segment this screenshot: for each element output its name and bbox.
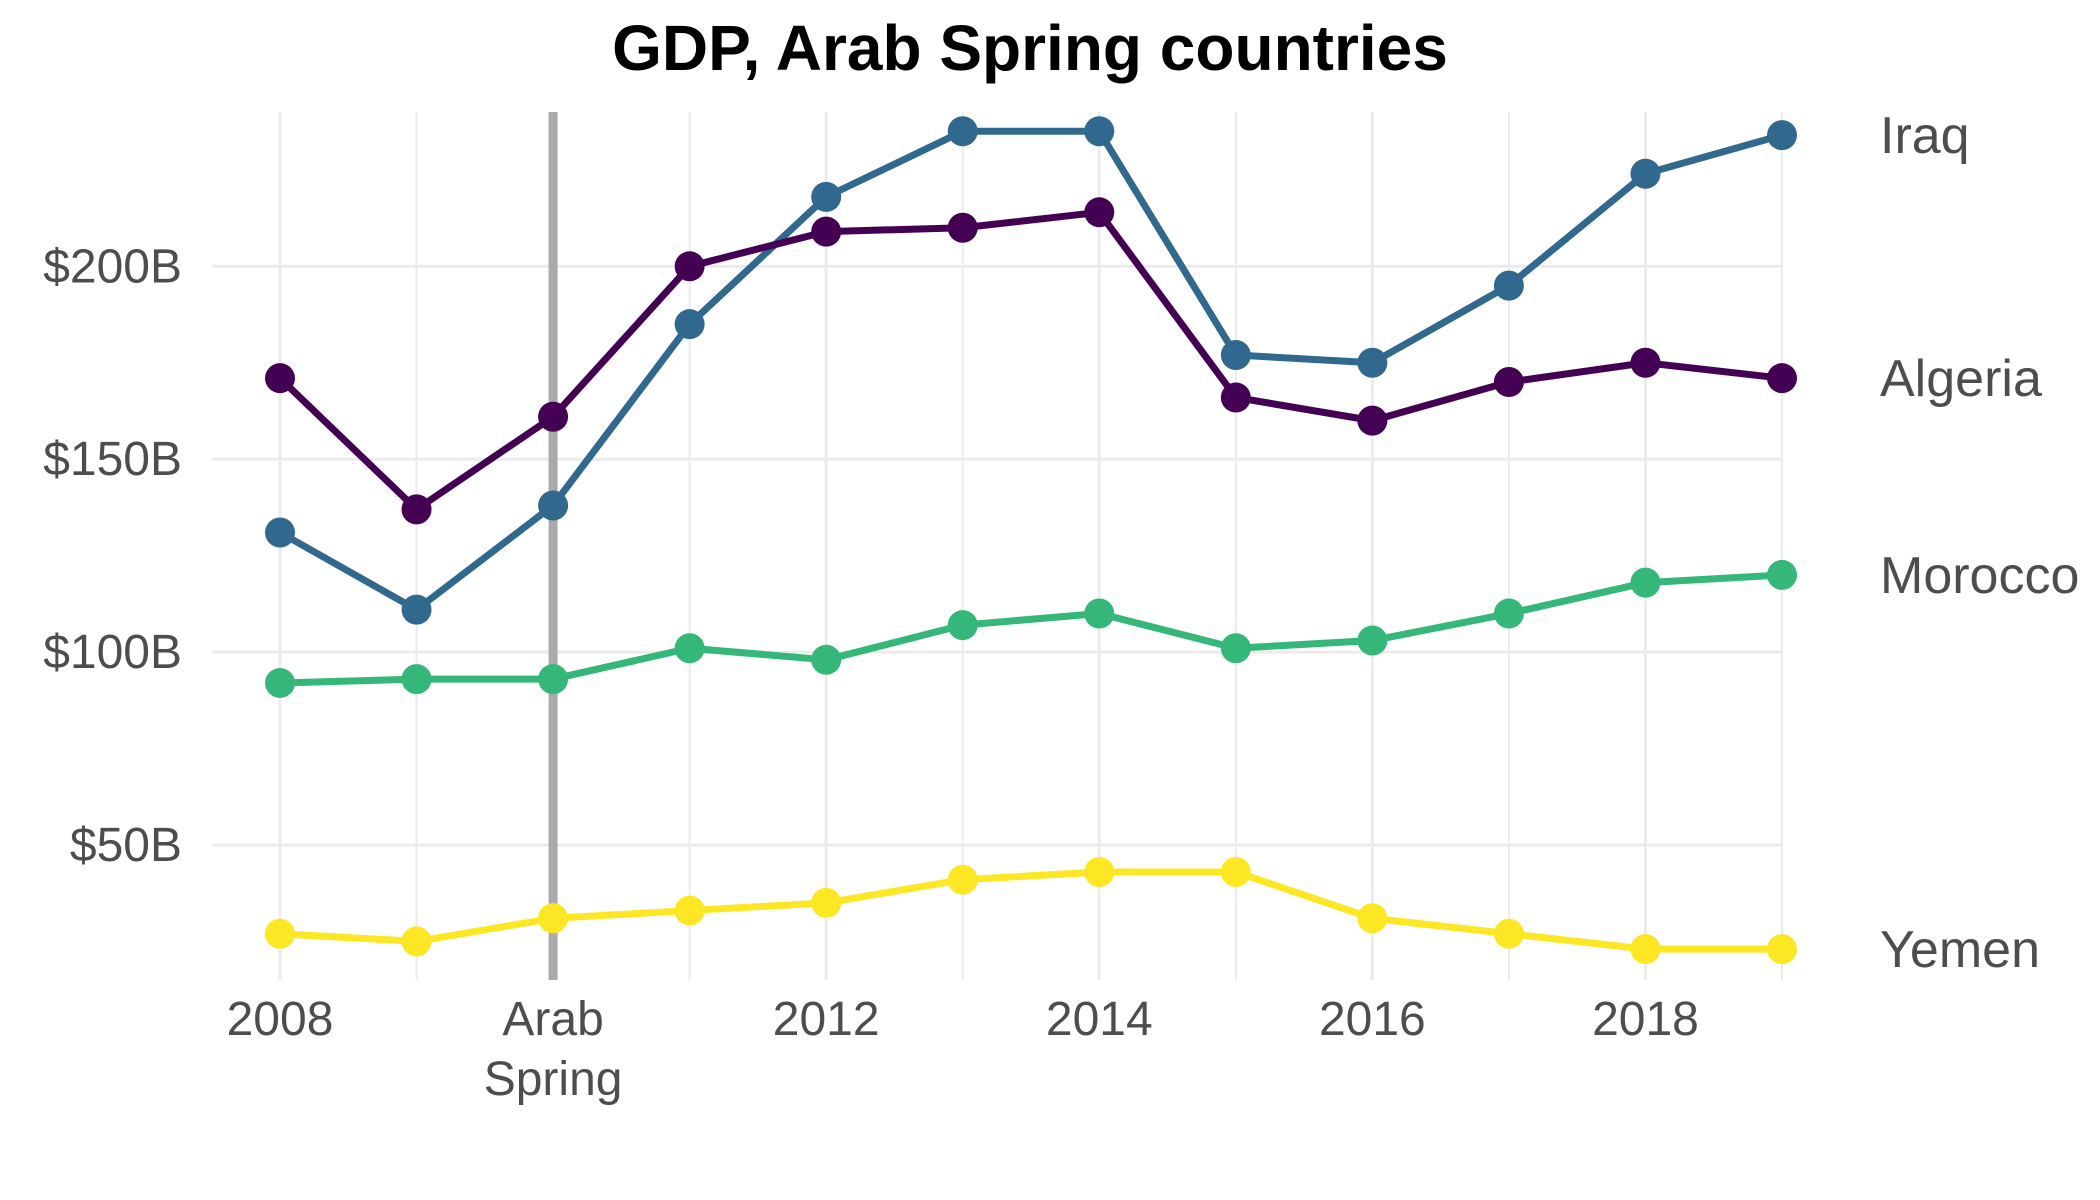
- data-point: [1630, 567, 1661, 598]
- series-layer: [265, 116, 1797, 965]
- data-point: [1084, 856, 1115, 887]
- data-point: [401, 494, 432, 525]
- data-point: [538, 664, 569, 695]
- data-point: [538, 401, 569, 432]
- x-tick-label: Arab Spring: [484, 993, 623, 1106]
- data-point: [1767, 363, 1797, 394]
- x-tick-label: 2008: [227, 993, 334, 1046]
- x-tick-label: 2016: [1319, 993, 1426, 1046]
- data-point: [674, 309, 705, 340]
- data-point: [674, 895, 705, 926]
- y-tick-label: $200B: [43, 240, 182, 293]
- data-point: [538, 490, 569, 521]
- data-point: [1084, 598, 1115, 629]
- data-point: [265, 918, 295, 949]
- data-point: [1220, 856, 1251, 887]
- data-point: [674, 251, 705, 282]
- data-point: [1220, 382, 1251, 413]
- data-point: [265, 363, 295, 394]
- data-point: [1357, 347, 1388, 378]
- data-point: [401, 926, 432, 957]
- data-point: [265, 517, 295, 548]
- y-tick-label: $100B: [43, 626, 182, 679]
- data-point: [1630, 347, 1661, 378]
- data-point: [674, 633, 705, 664]
- series-line: [276, 127, 1786, 614]
- x-tick-label: 2012: [773, 993, 880, 1046]
- data-point: [811, 181, 842, 212]
- data-point: [1357, 625, 1388, 656]
- data-point: [1767, 120, 1797, 151]
- data-point: [1767, 559, 1797, 590]
- data-point: [1493, 270, 1524, 301]
- data-point: [1630, 934, 1661, 965]
- series-label-yemen: Yemen: [1880, 921, 2040, 979]
- grid: [212, 112, 1783, 980]
- data-point: [401, 664, 432, 695]
- data-point: [1220, 633, 1251, 664]
- chart-title: GDP, Arab Spring countries: [612, 12, 1448, 84]
- data-point: [811, 216, 842, 247]
- data-point: [1630, 158, 1661, 189]
- data-point: [1493, 598, 1524, 629]
- data-point: [1084, 197, 1115, 228]
- data-point: [265, 667, 295, 698]
- data-point: [947, 116, 978, 147]
- data-point: [1357, 903, 1388, 934]
- y-axis-ticks: $50B $100B $150B $200B: [43, 240, 182, 872]
- series-line: [276, 868, 1786, 953]
- series-morocco: [265, 559, 1797, 698]
- y-tick-label: $50B: [70, 819, 182, 872]
- series-algeria: [265, 197, 1797, 525]
- data-point: [947, 864, 978, 895]
- data-point: [947, 610, 978, 641]
- series-label-algeria: Algeria: [1880, 350, 2042, 408]
- data-point: [1493, 367, 1524, 398]
- series-iraq: [265, 116, 1797, 625]
- data-point: [1084, 116, 1115, 147]
- x-axis-ticks: 2008 Arab Spring 2012 2014 2016 2018: [227, 993, 1699, 1106]
- data-point: [811, 644, 842, 675]
- y-tick-label: $150B: [43, 433, 182, 486]
- x-tick-label: 2014: [1046, 993, 1153, 1046]
- data-point: [538, 903, 569, 934]
- data-point: [947, 212, 978, 243]
- series-line: [276, 571, 1786, 687]
- data-point: [1220, 340, 1251, 371]
- series-yemen: [265, 856, 1797, 965]
- data-point: [811, 887, 842, 918]
- data-point: [1767, 934, 1797, 965]
- series-line: [276, 208, 1786, 513]
- data-point: [1493, 918, 1524, 949]
- data-point: [1357, 405, 1388, 436]
- data-point: [401, 594, 432, 625]
- series-label-morocco: Morocco: [1880, 547, 2079, 605]
- series-labels: Iraq Algeria Morocco Yemen: [1880, 107, 2079, 979]
- x-tick-label: 2018: [1592, 993, 1699, 1046]
- series-label-iraq: Iraq: [1880, 107, 1970, 165]
